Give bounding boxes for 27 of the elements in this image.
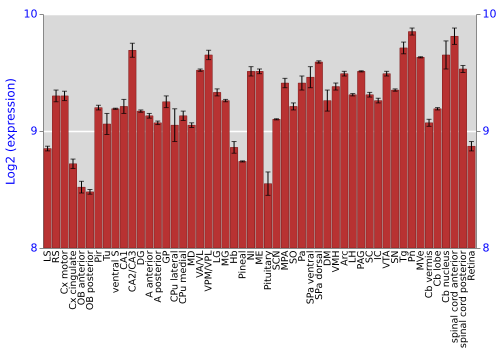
x-tick-label: VMH	[330, 250, 342, 272]
x-tick-label: DM	[322, 250, 334, 266]
y-tick-label: 10	[24, 8, 38, 20]
y2-tick-label: 9	[482, 124, 490, 138]
x-tick-label: Pa	[296, 250, 308, 262]
x-tick-label: Pituitary	[262, 250, 274, 290]
x-tick-label: A posterior	[152, 250, 164, 303]
x-tick-label: Pir	[93, 250, 104, 263]
x-tick-label: OB posterior	[84, 250, 96, 310]
x-tick-label: spinal cord posterior	[458, 250, 469, 348]
y-tick-label: 9	[30, 124, 38, 138]
y2-tick-label: 8	[482, 242, 490, 254]
x-tick-label: Tu	[102, 250, 113, 262]
x-tick-label: DG	[136, 250, 147, 266]
x-tick-label: Retina	[466, 250, 478, 281]
x-tick-label: CA1	[118, 250, 130, 270]
x-tick-label: SCN	[271, 250, 282, 270]
x-tick-label: CA2/CA3	[127, 250, 138, 292]
x-tick-label: SO	[288, 250, 300, 264]
y-axis-title: Log2 (expression)	[4, 78, 18, 185]
y2-tick-label: 10	[482, 8, 496, 20]
x-tick-label: ME	[254, 250, 266, 265]
x-tick-label: ventral S	[110, 250, 122, 294]
y-tick-label: 8	[30, 242, 38, 254]
x-tick-label: Tg	[398, 250, 410, 264]
x-tick-label: SPa dorsal	[314, 250, 325, 300]
x-tick-label: MPA	[280, 250, 291, 270]
